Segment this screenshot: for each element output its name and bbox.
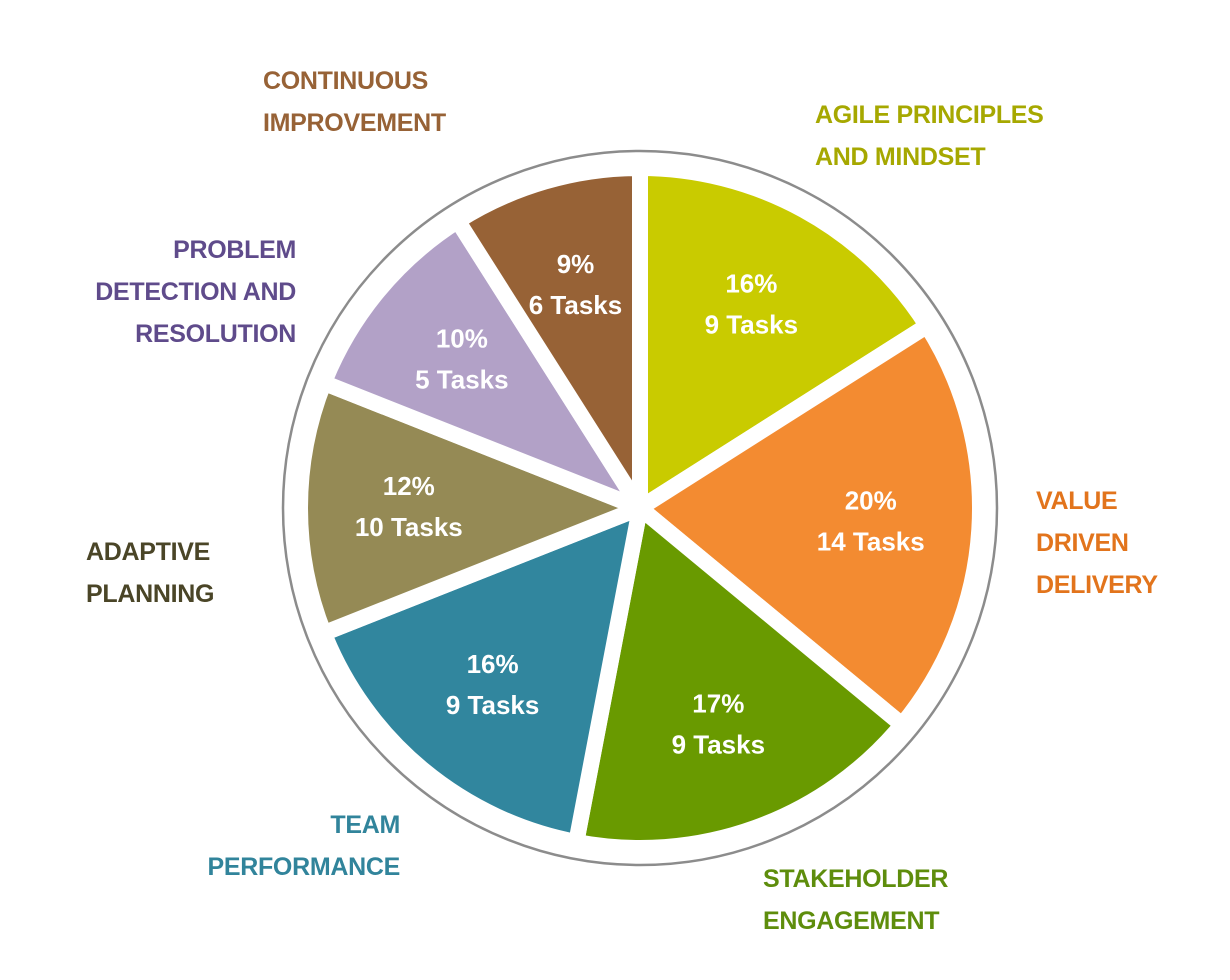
pie-slice: [315, 500, 648, 850]
slice-tasks-label: 9 Tasks: [446, 690, 539, 720]
label-adaptive-planning: ADAPTIVE PLANNING: [86, 531, 214, 615]
pie-slice: [449, 160, 648, 516]
label-agile-principles: AGILE PRINCIPLES AND MINDSET: [815, 94, 1044, 178]
label-problem-detection: PROBLEM DETECTION AND RESOLUTION: [95, 229, 296, 355]
label-line: IMPROVEMENT: [263, 109, 446, 137]
label-line: AGILE PRINCIPLES: [815, 101, 1044, 129]
label-continuous-improvement: CONTINUOUS IMPROVEMENT: [263, 60, 446, 144]
slice-tasks-label: 14 Tasks: [817, 527, 925, 557]
label-stakeholder: STAKEHOLDER ENGAGEMENT: [763, 858, 948, 942]
label-line: VALUE: [1036, 487, 1118, 515]
slice-percent-label: 12%: [383, 471, 435, 501]
slice-percent-label: 16%: [725, 268, 777, 298]
label-line: ENGAGEMENT: [763, 907, 940, 935]
label-line: CONTINUOUS: [263, 67, 429, 95]
slice-percent-label: 20%: [845, 486, 897, 516]
slice-percent-label: 9%: [557, 249, 595, 279]
label-line: RESOLUTION: [135, 320, 296, 348]
slice-tasks-label: 9 Tasks: [672, 730, 765, 760]
pie-slice: [315, 212, 648, 516]
label-line: PROBLEM: [173, 236, 296, 264]
slice-tasks-label: 6 Tasks: [529, 290, 622, 320]
pie-slice: [568, 500, 910, 856]
label-line: DELIVERY: [1036, 571, 1158, 599]
label-line: PLANNING: [86, 580, 215, 608]
slice-percent-label: 17%: [692, 689, 744, 719]
pie-slice: [632, 317, 988, 733]
slice-tasks-label: 10 Tasks: [355, 512, 463, 542]
label-team-performance: TEAM PERFORMANCE: [207, 804, 400, 888]
label-line: DETECTION AND: [95, 278, 296, 306]
label-value-driven: VALUE DRIVEN DELIVERY: [1036, 480, 1158, 606]
label-line: ADAPTIVE: [86, 538, 211, 566]
label-line: DRIVEN: [1036, 529, 1129, 557]
slice-tasks-label: 5 Tasks: [415, 365, 508, 395]
pie-slice: [292, 374, 648, 642]
label-line: STAKEHOLDER: [763, 865, 949, 893]
slice-tasks-label: 9 Tasks: [705, 309, 798, 339]
pie-slice: [632, 160, 936, 516]
slice-percent-label: 10%: [436, 324, 488, 354]
label-line: PERFORMANCE: [207, 853, 400, 881]
label-line: TEAM: [330, 811, 400, 839]
pie-outline: [281, 149, 999, 867]
slice-percent-label: 16%: [467, 649, 519, 679]
label-line: AND MINDSET: [815, 143, 986, 171]
